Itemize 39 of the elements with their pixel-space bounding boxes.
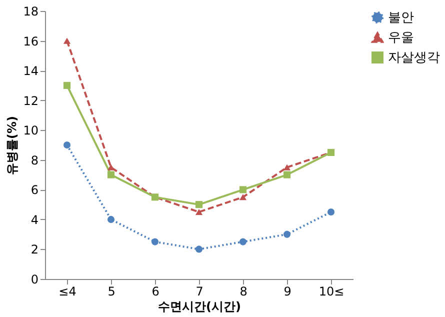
x-tick-label: ≤4: [58, 284, 76, 298]
y-tick-label: 4: [30, 212, 38, 227]
x-tick-label: 7: [196, 284, 204, 298]
point: [283, 164, 291, 170]
x-tick-label: 6: [152, 284, 160, 298]
y-tick-label: 10: [23, 124, 38, 138]
x-tick-label: 9: [284, 284, 292, 298]
y-tick-label: 16: [23, 34, 38, 48]
legend-label: 불안: [388, 10, 414, 26]
legend-label: 자살생각: [388, 50, 440, 66]
point: [151, 238, 159, 246]
point: [63, 82, 71, 89]
point: [63, 38, 71, 44]
y-tick-label: 2: [30, 242, 38, 257]
point: [195, 208, 203, 216]
point: [195, 201, 203, 208]
y-tick-label: 14: [23, 64, 38, 78]
y-tick-label: 18: [23, 4, 38, 18]
point: [327, 208, 335, 216]
point: [239, 186, 247, 194]
point: [107, 164, 115, 170]
y-tick-label: 12: [23, 94, 38, 108]
y-axis-title: 유병률(%): [5, 116, 20, 175]
x-tick-label: 10≤: [318, 284, 344, 298]
legend-label: 우울: [388, 30, 414, 46]
point: [195, 246, 203, 253]
x-tick-label: 5: [108, 284, 116, 298]
point: [283, 171, 291, 178]
point: [63, 141, 71, 149]
x-tick-label: 8: [240, 284, 248, 298]
point: [239, 238, 247, 246]
point: [107, 216, 115, 223]
y-tick-label: 8: [30, 153, 38, 168]
y-tick-label: 6: [30, 183, 38, 198]
point: [107, 171, 115, 178]
point: [239, 194, 247, 200]
point: [283, 230, 291, 238]
x-axis-title: 수면시간(시간): [158, 300, 241, 314]
y-tick-label: 0: [30, 272, 38, 286]
